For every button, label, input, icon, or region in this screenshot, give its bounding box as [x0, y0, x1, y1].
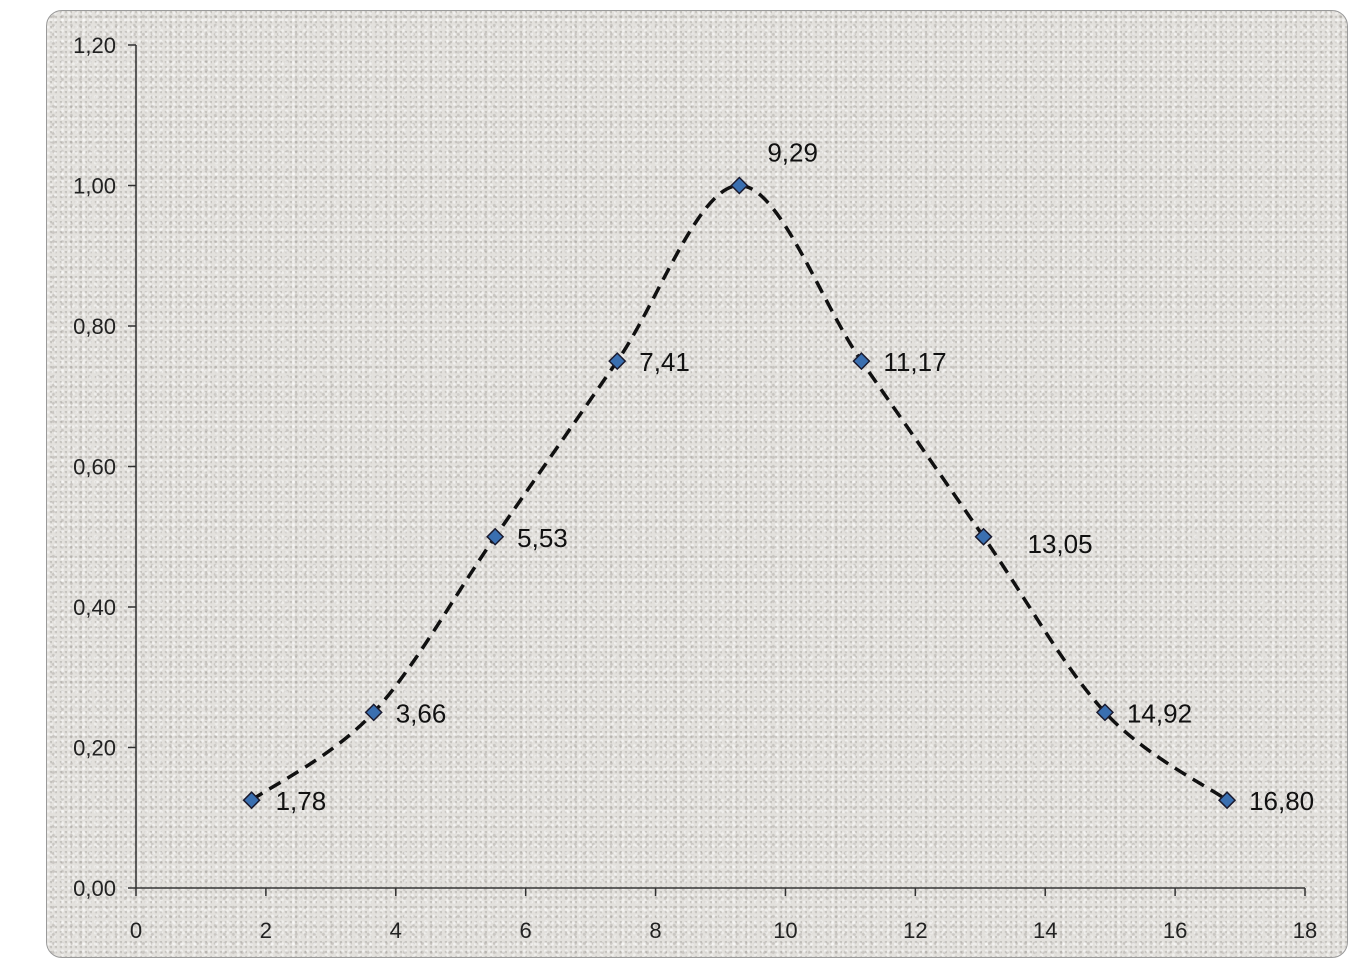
data-label: 3,66: [396, 698, 447, 728]
data-label: 5,53: [517, 523, 568, 553]
y-tick-label: 0,80: [73, 314, 116, 339]
x-tick-label: 18: [1293, 918, 1317, 943]
data-label: 16,80: [1249, 786, 1314, 816]
x-tick-label: 12: [903, 918, 927, 943]
data-label: 1,78: [276, 786, 327, 816]
data-label: 13,05: [1028, 529, 1093, 559]
y-tick-label: 0,60: [73, 455, 116, 480]
chart-svg: 0,00 0,20 0,40 0,60 0,80 1,00 1,20 0 2 4 6 8 10 12 14 1…: [73, 33, 1317, 943]
x-tick-label: 16: [1163, 918, 1187, 943]
x-tick-label: 10: [773, 918, 797, 943]
series-line: [250, 183, 1229, 802]
data-point-marker: [1095, 703, 1115, 722]
data-point-marker: [1218, 791, 1237, 810]
data-label: 14,92: [1127, 698, 1192, 728]
data-label: 7,41: [639, 347, 690, 377]
data-point-marker: [974, 527, 993, 546]
x-tick-label: 4: [390, 918, 402, 943]
x-tick-label: 6: [520, 918, 532, 943]
y-tick-label: 1,00: [73, 174, 116, 199]
x-tick-label: 2: [260, 918, 272, 943]
y-tick-label: 1,20: [73, 33, 116, 58]
y-tick-label: 0,40: [73, 595, 116, 620]
data-point-marker: [242, 791, 261, 810]
y-tick-label: 0,20: [73, 736, 116, 761]
y-tick-label: 0,00: [73, 876, 116, 901]
data-point-marker: [730, 176, 749, 195]
data-label: 9,29: [767, 138, 818, 168]
data-point-marker: [608, 352, 627, 371]
data-point-marker: [364, 703, 383, 722]
x-tick-label: 8: [649, 918, 661, 943]
chart-area: 0,00 0,20 0,40 0,60 0,80 1,00 1,20 0 2 4 6 8 10 12 14 1…: [46, 10, 1348, 958]
data-point-marker: [852, 352, 871, 371]
data-label: 11,17: [883, 347, 946, 377]
data-point-marker: [486, 527, 505, 546]
x-tick-label: 14: [1033, 918, 1057, 943]
x-tick-label: 0: [130, 918, 142, 943]
